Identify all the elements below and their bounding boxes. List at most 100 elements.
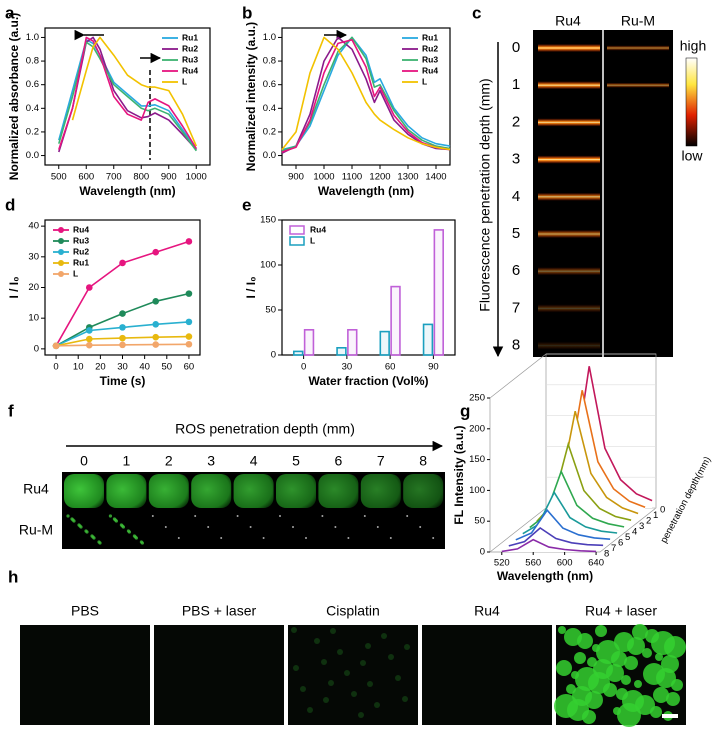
speck (139, 540, 143, 544)
speck (112, 517, 116, 521)
y-tick-label: 1.0 (26, 32, 39, 43)
cell (323, 697, 329, 703)
colorbar (685, 57, 698, 147)
cell (554, 694, 578, 718)
y-tick-label: 0.2 (26, 126, 39, 137)
cell (632, 624, 648, 640)
micrograph (154, 625, 284, 725)
x-tick-label: 1000 (186, 172, 207, 183)
point (185, 238, 193, 245)
point (152, 333, 160, 341)
legend-swatch (289, 225, 305, 235)
legend-label: Ru4 (422, 65, 438, 75)
y-axis-label: FL Intensity (a.u.) (452, 425, 466, 524)
column-label: Ru-M (621, 13, 655, 29)
cell (621, 675, 631, 685)
legend-marker (58, 260, 64, 266)
condition-label: Ru4 (474, 603, 500, 619)
legend-label: Ru3 (422, 54, 438, 64)
x-tick-label: 1000 (313, 172, 334, 183)
point (185, 318, 193, 326)
y-tick-label: 250 (469, 393, 485, 404)
x-tick-label: 600 (557, 558, 573, 569)
depth-label: 1 (123, 453, 131, 469)
legend-label: Ru1 (182, 32, 198, 42)
y-tick-label: 20 (28, 282, 39, 293)
y-tick-label: 0 (34, 343, 39, 354)
speck (207, 526, 210, 528)
legend-label: Ru4 (182, 65, 198, 75)
panel-c: c Fluorescence penetration depth (mm) Ru… (472, 3, 706, 358)
cell (614, 632, 634, 652)
well (318, 474, 359, 508)
cell (556, 660, 572, 676)
panel-label: c (472, 3, 481, 22)
cell (564, 628, 582, 646)
depth-label: 6 (618, 538, 623, 549)
x-tick-label: 560 (525, 558, 541, 569)
well (191, 474, 232, 508)
bar (336, 346, 347, 356)
speck (389, 537, 392, 539)
speck (119, 523, 123, 527)
point (119, 324, 126, 331)
y-tick-label: 0.0 (26, 150, 39, 161)
speck (90, 534, 94, 538)
cell (291, 627, 297, 633)
x-tick-label: 500 (51, 172, 67, 183)
y-tick-label: 0.6 (263, 79, 276, 90)
bar (347, 328, 358, 356)
point (52, 342, 60, 350)
micrograph (422, 625, 552, 725)
x-tick-label: 50 (161, 362, 172, 373)
fluorescence-band (538, 304, 600, 313)
cell (642, 648, 652, 658)
x-tick-label: 600 (78, 172, 94, 183)
speck (406, 515, 409, 517)
y-tick-label: 0.0 (263, 150, 276, 161)
speck (84, 529, 88, 533)
x-tick-label: 900 (288, 172, 304, 183)
panel-label: h (8, 567, 18, 586)
fluorescence-band (607, 45, 669, 51)
x-tick-label: 10 (73, 362, 84, 373)
legend-label: L (422, 76, 427, 86)
cell (307, 707, 313, 713)
speck (164, 526, 167, 528)
series-line (501, 538, 597, 553)
cell (402, 696, 408, 702)
y-axis-label: I / I₀ (244, 276, 258, 298)
speck (321, 515, 324, 517)
cell (395, 675, 401, 681)
cell (650, 706, 662, 718)
depth-label: 4 (250, 453, 258, 469)
cell (330, 628, 336, 634)
panel-f: f ROS penetration depth (mm) Ru4 Ru-M 0 1… (8, 401, 445, 549)
y-axis-label: I / I₀ (7, 276, 21, 298)
colorbar-label: high (680, 38, 706, 54)
depth-label: 8 (512, 337, 520, 354)
fluorescence-band (538, 341, 600, 350)
depth-label: 7 (611, 543, 616, 554)
point (85, 327, 93, 334)
cell (365, 643, 371, 649)
y-tick-label: 10 (28, 313, 39, 324)
y-tick-label: 0.4 (263, 103, 276, 114)
y-tick-label: 0.4 (26, 103, 39, 114)
speck (334, 526, 337, 528)
speck (177, 537, 180, 539)
depth-label: 4 (512, 188, 520, 205)
point (152, 298, 160, 305)
well (233, 474, 274, 508)
x-tick-label: 30 (117, 362, 128, 373)
cell (593, 659, 613, 679)
speck (126, 529, 130, 533)
fluorescence-band (538, 118, 600, 127)
x-tick-label: 0 (301, 362, 306, 373)
well (148, 474, 189, 508)
y-tick-label: 0 (271, 350, 276, 361)
legend-label: Ru1 (422, 32, 438, 42)
x-tick-label: 40 (139, 362, 150, 373)
series-line (508, 526, 604, 547)
series-line (58, 36, 197, 150)
